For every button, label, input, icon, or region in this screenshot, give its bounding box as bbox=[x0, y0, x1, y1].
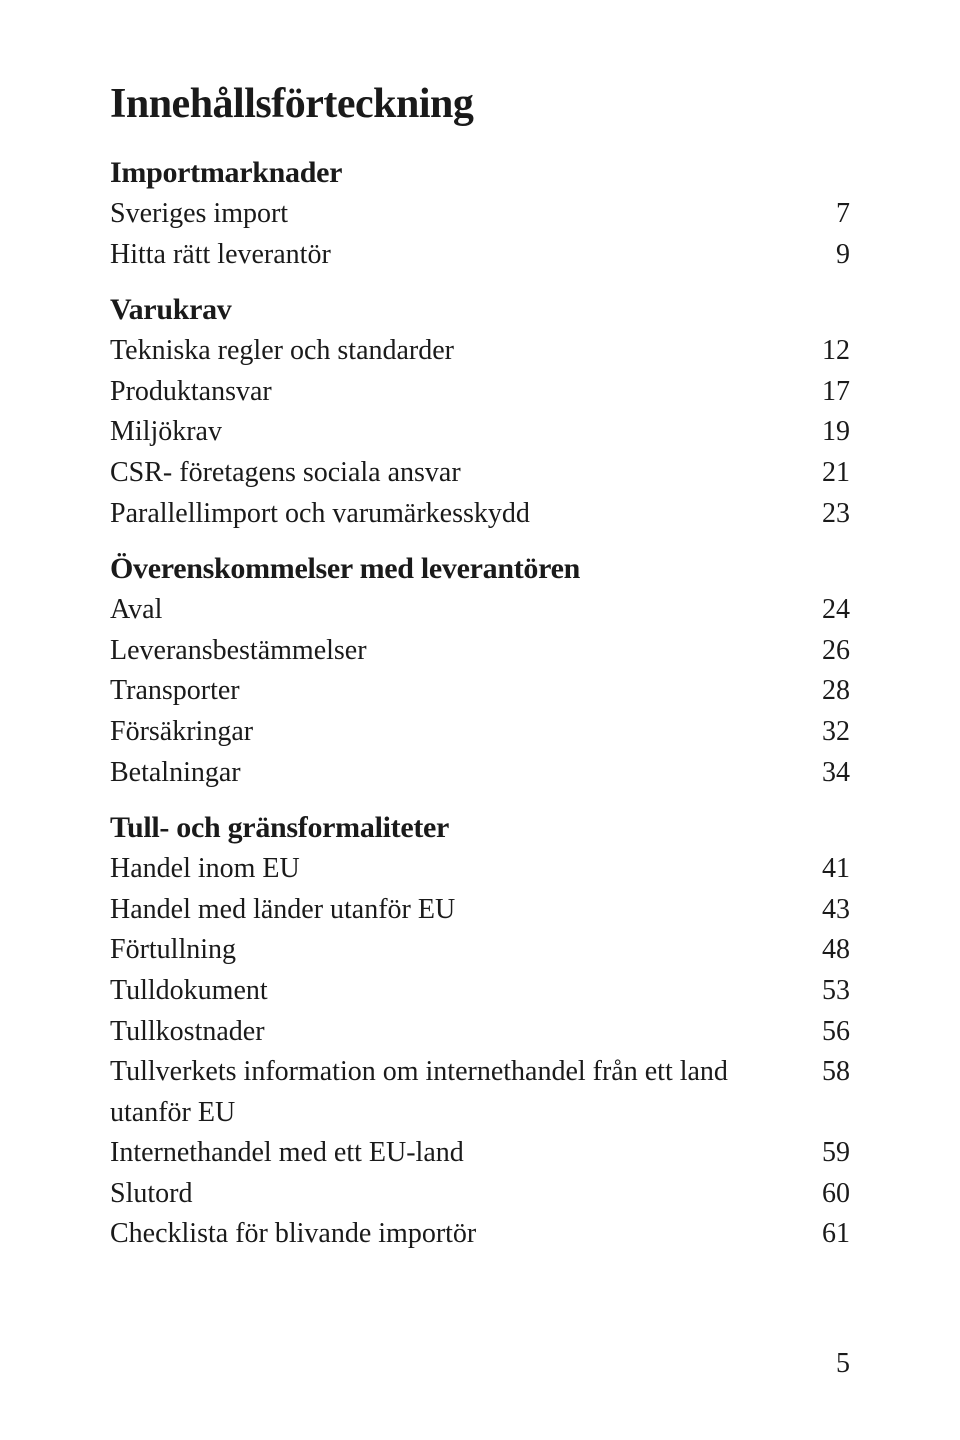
toc-row-label: Sveriges import bbox=[110, 194, 790, 235]
toc-row-page: 60 bbox=[790, 1174, 850, 1215]
toc-row-page: 53 bbox=[790, 971, 850, 1012]
toc-row-label: Slutord bbox=[110, 1174, 790, 1215]
toc-row-label: Betalningar bbox=[110, 753, 790, 794]
toc-row: Leveransbestämmelser26 bbox=[110, 631, 850, 672]
toc-row: Aval24 bbox=[110, 590, 850, 631]
toc-row: Handel med länder utanför EU43 bbox=[110, 890, 850, 931]
toc-row-label: Checklista för blivande importör bbox=[110, 1214, 790, 1255]
toc-row-page: 43 bbox=[790, 890, 850, 931]
toc-section-header: Varukrav bbox=[110, 293, 850, 327]
toc-row-label: Miljökrav bbox=[110, 412, 790, 453]
toc-row-label: Tullkostnader bbox=[110, 1012, 790, 1053]
toc-row: Parallellimport och varumärkesskydd23 bbox=[110, 494, 850, 535]
toc-row: Miljökrav19 bbox=[110, 412, 850, 453]
toc-row-page: 26 bbox=[790, 631, 850, 672]
toc-row: Internethandel med ett EU-land59 bbox=[110, 1133, 850, 1174]
toc-row-page: 32 bbox=[790, 712, 850, 753]
toc-section-header: Överenskommelser med leverantören bbox=[110, 552, 850, 586]
toc-row-page: 9 bbox=[790, 235, 850, 276]
toc-row-page: 59 bbox=[790, 1133, 850, 1174]
toc-row-label: Tullverkets information om internethande… bbox=[110, 1052, 790, 1133]
toc-row-page: 48 bbox=[790, 930, 850, 971]
toc-row: Sveriges import7 bbox=[110, 194, 850, 235]
toc-row: Handel inom EU41 bbox=[110, 849, 850, 890]
toc-row-label: Tulldokument bbox=[110, 971, 790, 1012]
toc-row-page: 21 bbox=[790, 453, 850, 494]
toc-row-page: 41 bbox=[790, 849, 850, 890]
toc-row-page: 58 bbox=[790, 1052, 850, 1093]
toc-row-label: Parallellimport och varumärkesskydd bbox=[110, 494, 790, 535]
toc-row: Slutord60 bbox=[110, 1174, 850, 1215]
toc-row-page: 19 bbox=[790, 412, 850, 453]
toc-row-label: Handel inom EU bbox=[110, 849, 790, 890]
toc-section-header: Tull- och gränsformaliteter bbox=[110, 811, 850, 845]
toc-row: Försäkringar32 bbox=[110, 712, 850, 753]
toc-row-page: 34 bbox=[790, 753, 850, 794]
toc-row: CSR- företagens sociala ansvar21 bbox=[110, 453, 850, 494]
toc-row-label: Förtullning bbox=[110, 930, 790, 971]
footer-page-number: 5 bbox=[836, 1348, 850, 1380]
toc-row-label: Tekniska regler och standarder bbox=[110, 331, 790, 372]
toc-row-label: Produktansvar bbox=[110, 372, 790, 413]
toc-row-label: Hitta rätt leverantör bbox=[110, 235, 790, 276]
toc-row: Produktansvar17 bbox=[110, 372, 850, 413]
toc-row-label: Aval bbox=[110, 590, 790, 631]
toc-row-label: Leveransbestämmelser bbox=[110, 631, 790, 672]
toc-row: Checklista för blivande importör61 bbox=[110, 1214, 850, 1255]
toc-row-page: 61 bbox=[790, 1214, 850, 1255]
toc-section-header: Importmarknader bbox=[110, 156, 850, 190]
toc-row: Tullverkets information om internethande… bbox=[110, 1052, 850, 1133]
toc-row: Hitta rätt leverantör9 bbox=[110, 235, 850, 276]
toc-row-page: 28 bbox=[790, 671, 850, 712]
toc-row-page: 12 bbox=[790, 331, 850, 372]
toc-row-label: Handel med länder utanför EU bbox=[110, 890, 790, 931]
toc-row: Tullkostnader56 bbox=[110, 1012, 850, 1053]
toc-sections: Importmarknader Sveriges import7Hitta rät… bbox=[110, 156, 850, 1255]
page-title: Innehållsförteckning bbox=[110, 80, 850, 128]
toc-row: Tekniska regler och standarder12 bbox=[110, 331, 850, 372]
toc-row: Betalningar34 bbox=[110, 753, 850, 794]
toc-row-page: 24 bbox=[790, 590, 850, 631]
toc-row-page: 7 bbox=[790, 194, 850, 235]
toc-row-label: Försäkringar bbox=[110, 712, 790, 753]
toc-row-page: 56 bbox=[790, 1012, 850, 1053]
toc-row-label: Internethandel med ett EU-land bbox=[110, 1133, 790, 1174]
toc-row-page: 17 bbox=[790, 372, 850, 413]
toc-row-page: 23 bbox=[790, 494, 850, 535]
toc-row: Tulldokument53 bbox=[110, 971, 850, 1012]
toc-row: Förtullning48 bbox=[110, 930, 850, 971]
toc-row-label: Transporter bbox=[110, 671, 790, 712]
toc-row-label: CSR- företagens sociala ansvar bbox=[110, 453, 790, 494]
toc-row: Transporter28 bbox=[110, 671, 850, 712]
